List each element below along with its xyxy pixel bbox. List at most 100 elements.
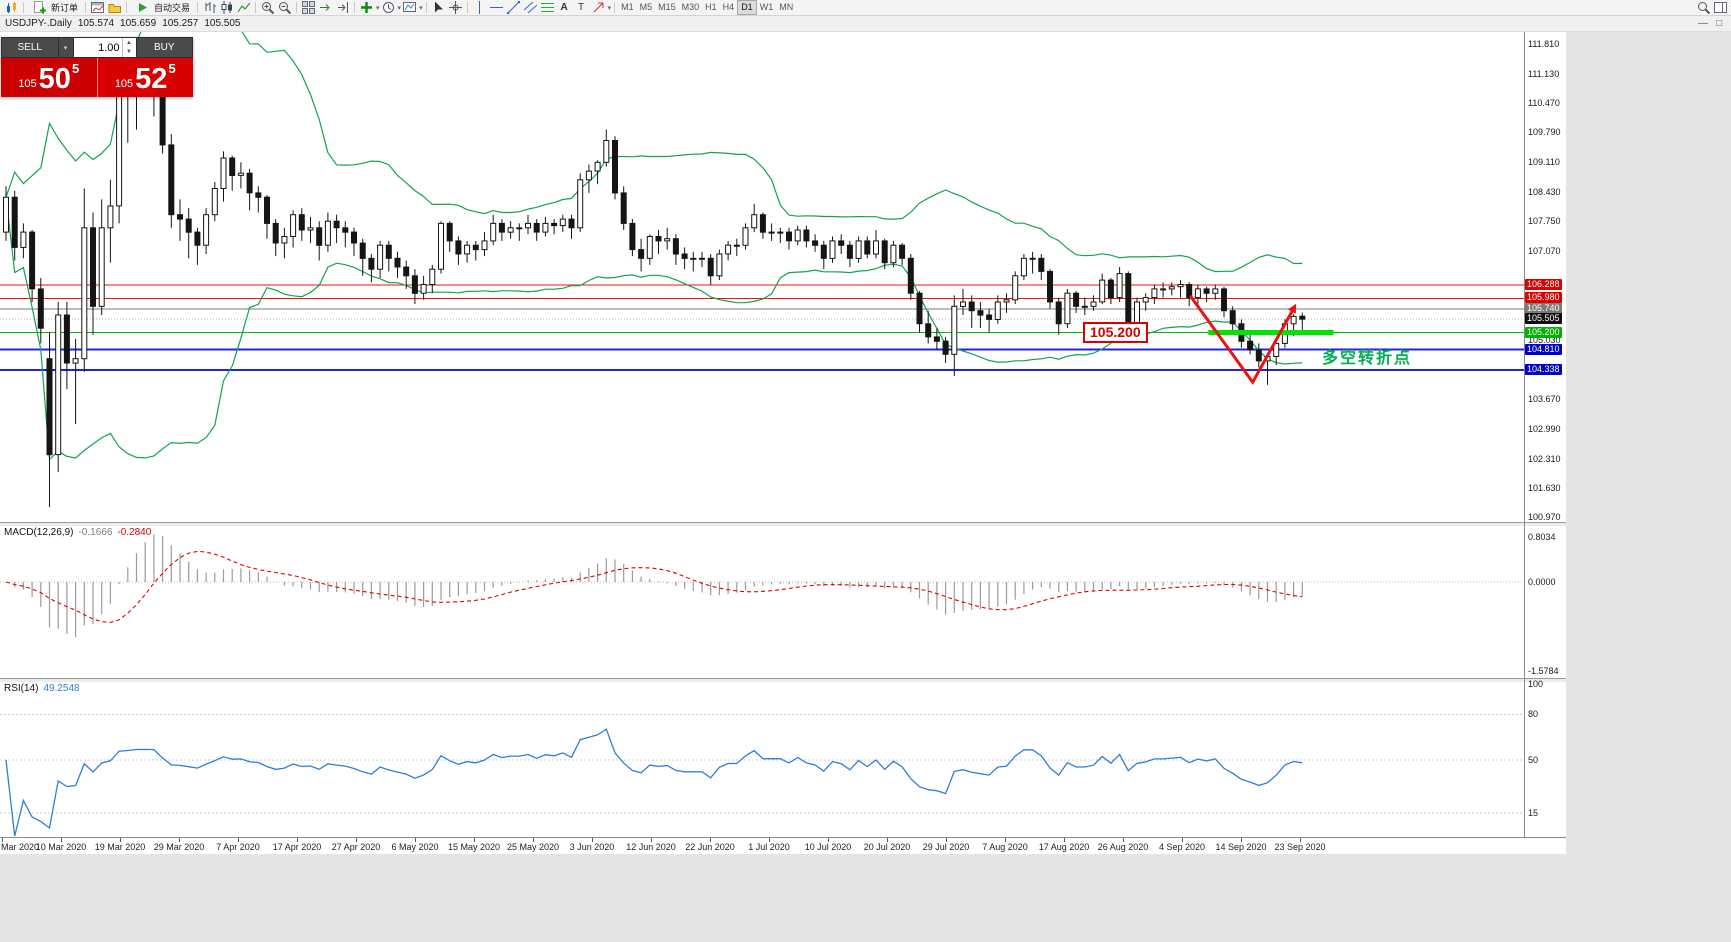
- templates-caret-icon[interactable]: ▾: [419, 4, 423, 12]
- date-label: 29 Jul 2020: [922, 842, 970, 852]
- turning-point-note[interactable]: 多空转折点: [1322, 350, 1413, 367]
- date-label: Mar 2020: [1, 842, 40, 852]
- ask-big: 52: [135, 63, 168, 95]
- date-label: 12 Jun 2020: [626, 842, 676, 852]
- zoom-out-icon[interactable]: [276, 1, 293, 14]
- date-label: 19 Mar 2020: [94, 842, 146, 852]
- timeframe-m15-button[interactable]: M15: [658, 2, 676, 12]
- line-chart-icon[interactable]: [235, 1, 252, 14]
- timeframe-h4-button[interactable]: H4: [722, 2, 735, 12]
- date-tick: [356, 838, 357, 842]
- arrows-tool-icon[interactable]: [590, 1, 607, 14]
- timeframe-d1-button[interactable]: D1: [737, 0, 757, 15]
- volume-down-icon[interactable]: ▼: [126, 49, 132, 56]
- main-toolbar: 新订单 自动交易 ▾ ▾ ▾ A T ▾ M1 M5 M15 M30 H1 H4 D1 W1 M…: [0, 0, 1731, 16]
- date-label: 22 Jun 2020: [685, 842, 735, 852]
- date-label: 27 Apr 2020: [331, 842, 381, 852]
- bid-sup: 5: [71, 61, 80, 76]
- date-label: 1 Jul 2020: [748, 842, 790, 852]
- date-label: 7 Aug 2020: [982, 842, 1028, 852]
- bid-price-panel[interactable]: 105 50 5: [1, 58, 98, 97]
- main-chart-canvas[interactable]: [0, 31, 1524, 522]
- trade-options-caret-icon[interactable]: ▾: [58, 37, 74, 58]
- ask-price-panel[interactable]: 105 52 5: [97, 58, 193, 97]
- price-axis-border: [1524, 31, 1525, 853]
- chart-window-icon[interactable]: [89, 1, 106, 14]
- date-axis: Mar 2020 10 Mar 2020 19 Mar 2020 29 Mar 202…: [0, 837, 1566, 854]
- templates-icon[interactable]: [401, 1, 418, 14]
- tile-windows-icon[interactable]: [300, 1, 317, 14]
- zoom-in-icon[interactable]: [259, 1, 276, 14]
- auto-trading-button[interactable]: 自动交易: [130, 1, 194, 14]
- date-label: 29 Mar 2020: [153, 842, 205, 852]
- vertical-line-tool-icon[interactable]: [471, 1, 488, 14]
- timeframe-w1-button[interactable]: W1: [759, 2, 774, 12]
- rsi-panel-canvas[interactable]: [0, 681, 1524, 837]
- cursor-icon[interactable]: [430, 1, 447, 14]
- new-order-button[interactable]: 新订单: [27, 1, 82, 14]
- text-tool-icon[interactable]: A: [560, 2, 568, 13]
- macd-label: MACD(12,26,9) -0.1666 -0.2840: [4, 527, 151, 538]
- timeframe-m30-button[interactable]: M30: [681, 2, 700, 12]
- minimize-icon[interactable]: —: [1698, 18, 1709, 29]
- auto-scroll-icon[interactable]: [317, 1, 334, 14]
- trendline-tool-icon[interactable]: [505, 1, 522, 14]
- timeframe-m1-button[interactable]: M1: [621, 2, 634, 12]
- ohlc-open: 105.574: [77, 18, 115, 29]
- horizontal-line-tool-icon[interactable]: [488, 1, 505, 14]
- profiles-icon[interactable]: [106, 1, 123, 14]
- timeframe-group: M1 M5 M15 M30 H1 H4 D1 W1 MN: [618, 0, 796, 15]
- chart-shift-icon[interactable]: [334, 1, 351, 14]
- timeframe-h1-button[interactable]: H1: [705, 2, 717, 12]
- auto-trading-icon: [134, 1, 151, 14]
- new-order-icon: [31, 1, 48, 14]
- panels-icon[interactable]: [1712, 1, 1729, 14]
- ohlc-high: 105.659: [120, 18, 157, 29]
- rsi-value: 49.2548: [43, 683, 80, 694]
- date-label: 17 Aug 2020: [1038, 842, 1090, 852]
- channel-tool-icon[interactable]: [522, 1, 539, 14]
- date-tick: [651, 838, 652, 842]
- date-tick: [1005, 838, 1006, 842]
- date-tick: [592, 838, 593, 842]
- macd-panel-canvas[interactable]: [0, 525, 1524, 678]
- date-tick: [415, 838, 416, 842]
- volume-up-icon[interactable]: ▲: [126, 39, 132, 46]
- date-tick: [238, 838, 239, 842]
- restore-icon[interactable]: □: [1716, 18, 1723, 29]
- date-label: 14 Sep 2020: [1215, 842, 1267, 852]
- sell-button[interactable]: SELL: [1, 37, 59, 58]
- date-tick: [120, 838, 121, 842]
- window-controls: — □ ×: [1698, 16, 1731, 31]
- date-tick: [1182, 838, 1183, 842]
- timeframe-m5-button[interactable]: M5: [639, 2, 653, 12]
- timeframe-mn-button[interactable]: MN: [779, 2, 794, 12]
- new-order-label: 新订单: [51, 3, 79, 13]
- app-icon: [3, 1, 20, 14]
- indicators-caret-icon[interactable]: ▾: [376, 4, 380, 12]
- macd-splitter[interactable]: [0, 522, 1566, 526]
- candlestick-chart-icon[interactable]: [218, 1, 235, 14]
- arrows-caret-icon[interactable]: ▾: [607, 4, 612, 12]
- date-tick: [179, 838, 180, 842]
- date-label: 26 Aug 2020: [1097, 842, 1149, 852]
- label-tool-icon[interactable]: T: [578, 2, 585, 13]
- chart-title-bar: USDJPY-.Daily 105.574 105.659 105.257 10…: [0, 16, 1731, 32]
- date-tick: [297, 838, 298, 842]
- periods-icon[interactable]: [380, 1, 397, 14]
- volume-stepper: ▲ ▼: [73, 37, 136, 58]
- date-tick: [474, 838, 475, 842]
- indicators-icon[interactable]: [358, 1, 375, 14]
- date-label: 3 Jun 2020: [569, 842, 615, 852]
- rsi-splitter[interactable]: [0, 678, 1566, 682]
- search-icon[interactable]: [1695, 1, 1712, 14]
- date-label: 6 May 2020: [391, 842, 439, 852]
- price-callout-105200[interactable]: 105.200: [1083, 322, 1148, 343]
- buy-button[interactable]: BUY: [135, 37, 193, 58]
- volume-input[interactable]: [73, 38, 122, 57]
- ohlc-close: 105.505: [204, 18, 241, 29]
- fibonacci-tool-icon[interactable]: [539, 1, 556, 14]
- bar-chart-icon[interactable]: [201, 1, 218, 14]
- crosshair-icon[interactable]: [447, 1, 464, 14]
- periods-caret-icon[interactable]: ▾: [397, 4, 402, 12]
